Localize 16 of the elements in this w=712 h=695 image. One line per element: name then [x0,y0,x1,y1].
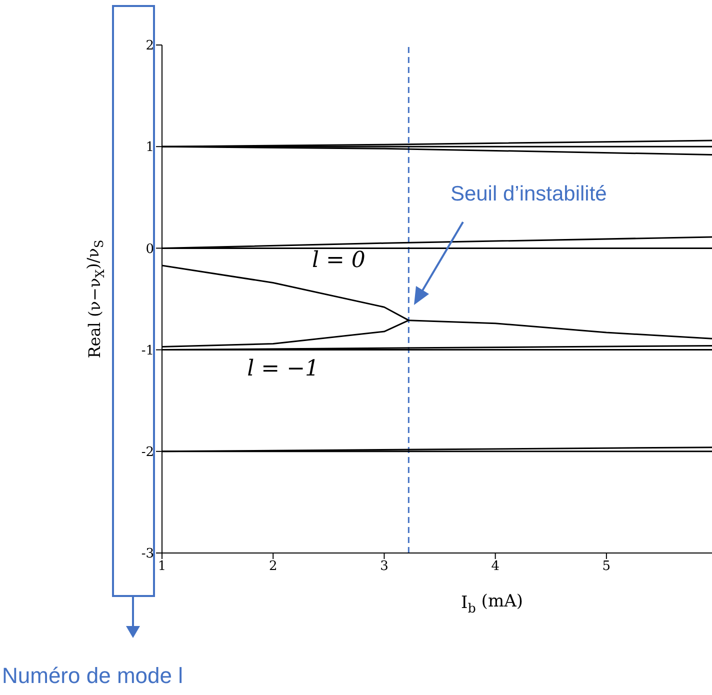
x-axis-title: I$_{b}$ (mA) [461,592,523,616]
y-tick-label: -1 [141,343,154,358]
y-tick-label: -2 [141,445,154,460]
x-tick-label: 3 [380,559,388,574]
text: Numéro de mode l [2,663,183,688]
x-tick-label: 1 [158,559,166,574]
y-tick-label: 1 [146,140,154,156]
x-tick-label: 4 [491,559,500,574]
annotation: l = 0 [312,248,366,273]
annotation: Seuil d’instabilité [450,182,607,206]
y-tick-label: 0 [146,242,154,257]
x-tick-label: 2 [268,559,278,574]
x-tick-label: 5 [602,559,611,574]
y-tick-label: 2 [146,38,154,54]
y-tick-label: -3 [141,546,154,562]
annotation: l = −1 [247,356,320,382]
